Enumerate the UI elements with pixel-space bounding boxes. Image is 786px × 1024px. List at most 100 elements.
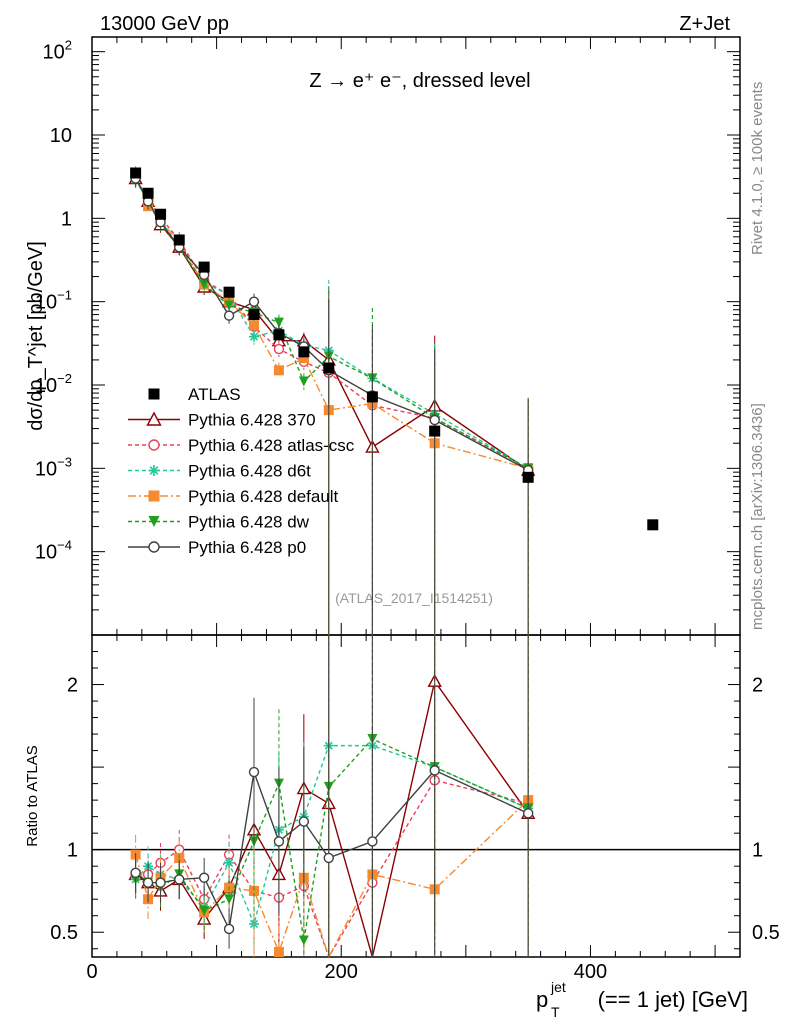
legend-entry-atlas: ATLAS bbox=[148, 385, 241, 404]
data-point bbox=[366, 391, 378, 403]
ratio-y-tick-label-left: 0.5 bbox=[50, 922, 78, 944]
ratio-point bbox=[224, 894, 235, 905]
data-point bbox=[273, 365, 284, 376]
x-axis-label: p jet T (== 1 jet) [GeV] bbox=[536, 979, 748, 1020]
header-left: 13000 GeV pp bbox=[100, 13, 229, 35]
legend-label: ATLAS bbox=[188, 385, 241, 404]
main-y-tick-exp: −1 bbox=[57, 288, 72, 303]
data-point bbox=[223, 310, 235, 321]
data-point bbox=[273, 329, 285, 341]
legend-marker bbox=[148, 490, 160, 502]
ratio-series-pythia-6-428-dw bbox=[130, 635, 534, 957]
main-y-tick-base: 10 bbox=[35, 542, 57, 564]
main-ylabel: dσ/dp_T^jet [pb/GeV] bbox=[25, 241, 47, 431]
ratio-series-pythia-6-428-370 bbox=[128, 635, 536, 958]
data-point bbox=[647, 519, 659, 531]
ratio-line-pythia-6-428-dw bbox=[135, 738, 529, 941]
ratio-series-pythia-6-428-default bbox=[130, 635, 534, 959]
ratio-line-pythia-6-428-d6t bbox=[135, 744, 529, 927]
ratio-point bbox=[522, 808, 534, 819]
ratio-point bbox=[198, 872, 210, 883]
ratio-line-pythia-6-428-370 bbox=[135, 679, 529, 958]
ratio-series-pythia-6-428-p0 bbox=[130, 635, 534, 957]
x-label-p: p bbox=[536, 987, 548, 1012]
data-point bbox=[248, 309, 260, 321]
ratio-point-d2 bbox=[225, 858, 234, 867]
main-y-tick-label: 10−3 bbox=[35, 454, 72, 480]
x-label-sub: T bbox=[551, 1004, 560, 1020]
data-point bbox=[298, 376, 309, 387]
x-label-text: (== 1 jet) [GeV] bbox=[598, 987, 748, 1012]
ratio-point bbox=[223, 923, 235, 935]
ratio-point bbox=[273, 836, 285, 847]
main-y-tick-label: 10−4 bbox=[35, 538, 72, 564]
legend-marker bbox=[148, 388, 160, 400]
data-point bbox=[323, 362, 335, 374]
main-y-tick-exp: 2 bbox=[65, 38, 72, 53]
legend-marker bbox=[148, 516, 160, 527]
ratio-series-pythia-6-428-d6t bbox=[130, 635, 534, 957]
main-y-tick-base: 10 bbox=[43, 42, 65, 64]
data-point bbox=[198, 261, 210, 273]
data-point bbox=[429, 414, 440, 426]
main-y-tick-label: 10−2 bbox=[35, 371, 72, 397]
data-point bbox=[249, 320, 259, 331]
data-point bbox=[248, 296, 260, 307]
data-point bbox=[522, 471, 534, 483]
ratio-y-tick-label-left: 2 bbox=[67, 675, 78, 697]
ratio-point bbox=[298, 816, 310, 827]
ratio-point bbox=[142, 877, 154, 888]
legend-entry-pythia-6-428-dw: Pythia 6.428 dw bbox=[128, 513, 310, 532]
main-title: Z → e⁺ e⁻, dressed level bbox=[309, 70, 530, 92]
header-right: Z+Jet bbox=[679, 13, 730, 35]
ratio-point bbox=[248, 766, 260, 778]
ratio-point bbox=[323, 852, 334, 864]
legend-marker-d2 bbox=[149, 466, 159, 475]
legend-entry-pythia-6-428-d6t: Pythia 6.428 d6t bbox=[128, 462, 311, 481]
ratio-point bbox=[155, 877, 166, 888]
legend-marker bbox=[148, 439, 160, 451]
ratio-y-tick-label-left: 1 bbox=[67, 840, 78, 862]
data-point bbox=[130, 167, 142, 179]
ratio-y-tick-label-right: 0.5 bbox=[752, 922, 780, 944]
data-point bbox=[298, 346, 310, 358]
main-series bbox=[128, 165, 659, 635]
main-y-tick-base: 1 bbox=[61, 208, 72, 230]
x-label-sup: jet bbox=[550, 979, 566, 995]
ratio-axis-ticks: 0.5 0.5 1 1 2 2 0 200 400 bbox=[50, 635, 780, 983]
main-y-tick-base: 10 bbox=[35, 375, 57, 397]
main-y-tick-base: 10 bbox=[50, 125, 72, 147]
data-point bbox=[298, 353, 309, 364]
data-point bbox=[429, 425, 441, 437]
legend-entry-pythia-6-428-p0: Pythia 6.428 p0 bbox=[128, 538, 306, 557]
main-y-tick-exp: −3 bbox=[57, 454, 72, 469]
main-y-tick-label: 10 bbox=[50, 125, 72, 147]
legend-label: Pythia 6.428 default bbox=[188, 487, 339, 506]
x-tick-label: 400 bbox=[574, 961, 607, 983]
main-y-tick-base: 10 bbox=[35, 292, 57, 314]
x-tick-label: 0 bbox=[86, 961, 97, 983]
ratio-point bbox=[174, 874, 185, 885]
ratio-ylabel: Ratio to ATLAS bbox=[24, 745, 41, 846]
legend-marker bbox=[146, 411, 162, 426]
legend-marker bbox=[148, 465, 160, 476]
ratio-point bbox=[199, 905, 210, 916]
data-point bbox=[249, 331, 259, 342]
rivet-label: Rivet 4.1.0, ≥ 100k events bbox=[749, 82, 766, 255]
watermark: (ATLAS_2017_I1514251) bbox=[335, 590, 493, 606]
main-y-tick-label: 1 bbox=[61, 208, 72, 230]
ratio-point bbox=[429, 765, 440, 776]
data-point bbox=[155, 208, 167, 220]
ratio-point bbox=[367, 836, 378, 847]
main-y-tick-exp: −2 bbox=[57, 371, 72, 386]
data-point bbox=[273, 317, 284, 328]
ratio-y-tick-label-right: 1 bbox=[752, 840, 763, 862]
legend-label: Pythia 6.428 p0 bbox=[188, 538, 306, 557]
data-point bbox=[199, 279, 210, 290]
ratio-y-tick-label-right: 2 bbox=[752, 675, 763, 697]
legend-entry-pythia-6-428-370: Pythia 6.428 370 bbox=[128, 411, 316, 430]
data-point-d2 bbox=[249, 332, 259, 341]
main-y-tick-label: 102 bbox=[43, 38, 72, 64]
